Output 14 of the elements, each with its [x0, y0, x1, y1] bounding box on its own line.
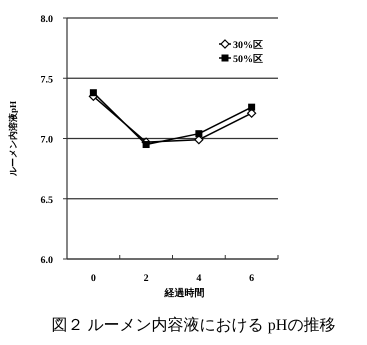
text: 図２ ルーメン内容液における pHの推移 [52, 316, 336, 334]
y-tick-label: 6.5 [40, 194, 53, 206]
x-tick-label: 2 [144, 273, 149, 284]
legend-label: 30%区 [233, 39, 263, 51]
y-tick-label: 7.5 [40, 74, 53, 86]
x-tick-label: 4 [196, 273, 202, 284]
y-tick-label: 8.0 [40, 14, 53, 25]
x-axis-title: 経過時間 [164, 287, 204, 299]
y-tick-label: 6.0 [40, 255, 53, 266]
x-tick-label: 6 [249, 273, 254, 284]
y-tick-label: 7.0 [40, 134, 53, 146]
legend-label: 50%区 [233, 53, 263, 65]
y-axis-title: ルーメン内溶液pH [8, 100, 18, 178]
x-tick-label: 0 [90, 273, 96, 284]
